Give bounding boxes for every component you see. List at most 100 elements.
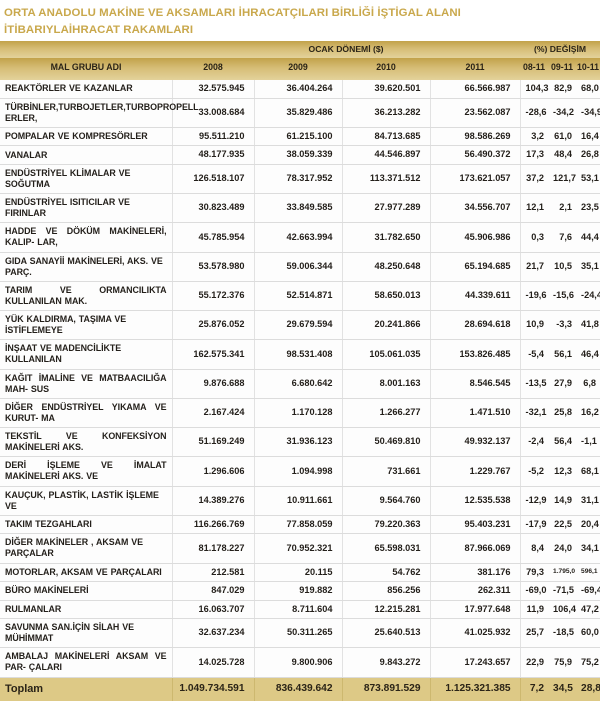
row-change-p0811: -5,2 bbox=[520, 456, 549, 487]
total-change-p0811: 7,2 bbox=[520, 677, 549, 701]
row-change-p0811: -32,1 bbox=[520, 398, 549, 429]
row-change-p0911: 121,7 bbox=[548, 164, 577, 195]
row-change-p0811: -19,6 bbox=[520, 281, 549, 312]
row-value-y2011: 34.556.707 bbox=[430, 193, 521, 224]
row-change-p1011: 34,1 bbox=[576, 533, 600, 564]
row-value-y2011: 23.562.087 bbox=[430, 98, 521, 128]
row-change-p1011: 596,1 bbox=[576, 563, 600, 583]
table-body: REAKTÖRLER VE KAZANLAR 32.575.945 36.404.2… bbox=[0, 80, 600, 701]
table-row: BÜRO MAKİNELERİ 847.029 919.882 856.256 262.… bbox=[0, 581, 600, 601]
table-row: DİĞER MAKİNELER , AKSAM VE PARÇALAR 81.17… bbox=[0, 533, 600, 564]
row-value-y2009: 36.404.264 bbox=[254, 80, 343, 99]
row-value-y2009: 77.858.059 bbox=[254, 515, 343, 535]
column-header-change-09-11[interactable]: 09-11 bbox=[548, 58, 577, 81]
row-value-y2010: 20.241.866 bbox=[342, 310, 431, 341]
row-value-y2011: 65.194.685 bbox=[430, 252, 521, 282]
row-goods-group-name: DERİ İŞLEME VE İMALAT MAKİNELERİ AKS. VE bbox=[0, 456, 173, 487]
column-header-change-08-11[interactable]: 08-11 bbox=[520, 58, 549, 81]
row-goods-group-name: İNŞAAT VE MADENCİLİKTE KULLANILAN bbox=[0, 339, 173, 370]
row-value-y2009: 35.829.486 bbox=[254, 98, 343, 128]
table-row: KAĞIT İMALİNE VE MATBAACILIĞA MAH- SUS 9.… bbox=[0, 369, 600, 399]
table-row: GIDA SANAYİİ MAKİNELERİ, AKS. VE PARÇ. 53… bbox=[0, 252, 600, 282]
row-value-y2011: 17.977.648 bbox=[430, 600, 521, 620]
table-header: OCAK DÖNEMİ ($) (%) DEĞİŞİM MAL GRUBU AD… bbox=[0, 41, 600, 81]
row-change-p0811: -12,9 bbox=[520, 486, 549, 516]
row-value-y2010: 1.266.277 bbox=[342, 398, 431, 429]
row-value-y2009: 78.317.952 bbox=[254, 164, 343, 195]
row-value-y2011: 56.490.372 bbox=[430, 145, 521, 165]
row-change-p1011: 41,8 bbox=[576, 310, 600, 341]
row-value-y2009: 29.679.594 bbox=[254, 310, 343, 341]
row-change-p0811: 8,4 bbox=[520, 533, 549, 564]
row-change-p0911: -3,3 bbox=[548, 310, 577, 341]
row-change-p0911: 24,0 bbox=[548, 533, 577, 564]
row-value-y2011: 44.339.611 bbox=[430, 281, 521, 312]
row-change-p0911: 1.795,0 bbox=[548, 563, 577, 583]
column-header-2011[interactable]: 2011 bbox=[430, 58, 521, 81]
row-change-p0911: 12,3 bbox=[548, 456, 577, 487]
row-value-y2011: 262.311 bbox=[430, 581, 521, 601]
total-value-y2009: 836.439.642 bbox=[254, 677, 343, 701]
table-row: DİĞER ENDÜSTRİYEL YIKAMA VE KURUT- MA 2.1… bbox=[0, 398, 600, 429]
row-value-y2011: 49.932.137 bbox=[430, 427, 521, 458]
row-value-y2010: 54.762 bbox=[342, 563, 431, 583]
row-value-y2008: 9.876.688 bbox=[172, 369, 255, 399]
row-value-y2010: 31.782.650 bbox=[342, 222, 431, 253]
row-goods-group-name: YÜK KALDIRMA, TAŞIMA VE İSTİFLEMEYE bbox=[0, 310, 173, 341]
row-value-y2011: 66.566.987 bbox=[430, 80, 521, 99]
row-change-p0911: 61,0 bbox=[548, 127, 577, 147]
row-change-p0811: 17,3 bbox=[520, 145, 549, 165]
row-value-y2010: 27.977.289 bbox=[342, 193, 431, 224]
row-value-y2010: 58.650.013 bbox=[342, 281, 431, 312]
row-value-y2011: 1.229.767 bbox=[430, 456, 521, 487]
table-row: TEKSTİL VE KONFEKSİYON MAKİNELERİ AKS. 51… bbox=[0, 427, 600, 458]
row-change-p0811: 37,2 bbox=[520, 164, 549, 195]
export-statistics-page: ORTA ANADOLU MAKİNE VE AKSAMLARI İHRACAT… bbox=[0, 7, 600, 701]
row-goods-group-name: TAKIM TEZGAHLARI bbox=[0, 515, 173, 535]
row-change-p1011: 68,1 bbox=[576, 456, 600, 487]
row-change-p0911: 75,9 bbox=[548, 647, 577, 678]
table-row: DERİ İŞLEME VE İMALAT MAKİNELERİ AKS. VE… bbox=[0, 456, 600, 487]
row-value-y2010: 65.598.031 bbox=[342, 533, 431, 564]
row-change-p0911: -15,6 bbox=[548, 281, 577, 312]
row-change-p0911: 56,1 bbox=[548, 339, 577, 370]
page-title: ORTA ANADOLU MAKİNE VE AKSAMLARI İHRACAT… bbox=[4, 7, 461, 36]
row-value-y2009: 8.711.604 bbox=[254, 600, 343, 620]
row-change-p0811: 104,3 bbox=[520, 80, 549, 99]
table-row: POMPALAR VE KOMPRESÖRLER 95.511.210 61.215… bbox=[0, 127, 600, 147]
table-row: KAUÇUK, PLASTİK, LASTİK İŞLEME VE 14.389.… bbox=[0, 486, 600, 516]
column-header-2009[interactable]: 2009 bbox=[254, 58, 342, 81]
row-change-p1011: 46,4 bbox=[576, 339, 600, 370]
row-value-y2008: 48.177.935 bbox=[172, 145, 255, 165]
column-header-2010[interactable]: 2010 bbox=[342, 58, 430, 81]
row-value-y2010: 39.620.501 bbox=[342, 80, 431, 99]
row-value-y2011: 41.025.932 bbox=[430, 618, 521, 649]
column-header-goods-group[interactable]: MAL GRUBU ADI bbox=[0, 58, 172, 81]
table-row: REAKTÖRLER VE KAZANLAR 32.575.945 36.404.2… bbox=[0, 80, 600, 99]
row-value-y2011: 45.906.986 bbox=[430, 222, 521, 253]
column-header-2008[interactable]: 2008 bbox=[172, 58, 254, 81]
row-value-y2011: 153.826.485 bbox=[430, 339, 521, 370]
row-change-p0911: 14,9 bbox=[548, 486, 577, 516]
row-value-y2008: 212.581 bbox=[172, 563, 255, 583]
row-change-p1011: 35,1 bbox=[576, 252, 600, 282]
row-change-p0911: 56,4 bbox=[548, 427, 577, 458]
row-value-y2010: 105.061.035 bbox=[342, 339, 431, 370]
table-row: İNŞAAT VE MADENCİLİKTE KULLANILAN 162.575… bbox=[0, 339, 600, 370]
row-change-p1011: 47,2 bbox=[576, 600, 600, 620]
row-value-y2009: 1.094.998 bbox=[254, 456, 343, 487]
column-header-change-10-11[interactable]: 10-11 bbox=[576, 58, 600, 81]
row-value-y2008: 81.178.227 bbox=[172, 533, 255, 564]
row-value-y2008: 32.637.234 bbox=[172, 618, 255, 649]
table-row: HADDE VE DÖKÜM MAKİNELERİ, KALIP- LAR, 45… bbox=[0, 222, 600, 253]
row-change-p0911: -18,5 bbox=[548, 618, 577, 649]
row-value-y2008: 33.008.684 bbox=[172, 98, 255, 128]
table-row: VANALAR 48.177.935 38.059.339 44.546.897 56.… bbox=[0, 145, 600, 165]
row-value-y2009: 98.531.408 bbox=[254, 339, 343, 370]
row-goods-group-name: ENDÜSTRİYEL KLİMALAR VE SOĞUTMA bbox=[0, 164, 173, 195]
row-value-y2011: 98.586.269 bbox=[430, 127, 521, 147]
row-goods-group-name: VANALAR bbox=[0, 145, 173, 165]
row-value-y2008: 25.876.052 bbox=[172, 310, 255, 341]
row-change-p0911: -71,5 bbox=[548, 581, 577, 601]
row-value-y2009: 919.882 bbox=[254, 581, 343, 601]
